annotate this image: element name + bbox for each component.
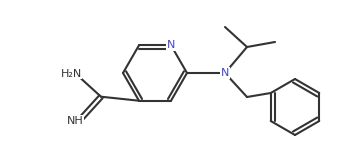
Text: N: N — [221, 68, 229, 78]
Text: H₂N: H₂N — [60, 69, 82, 79]
Text: N: N — [167, 40, 175, 50]
Text: NH: NH — [67, 116, 83, 126]
